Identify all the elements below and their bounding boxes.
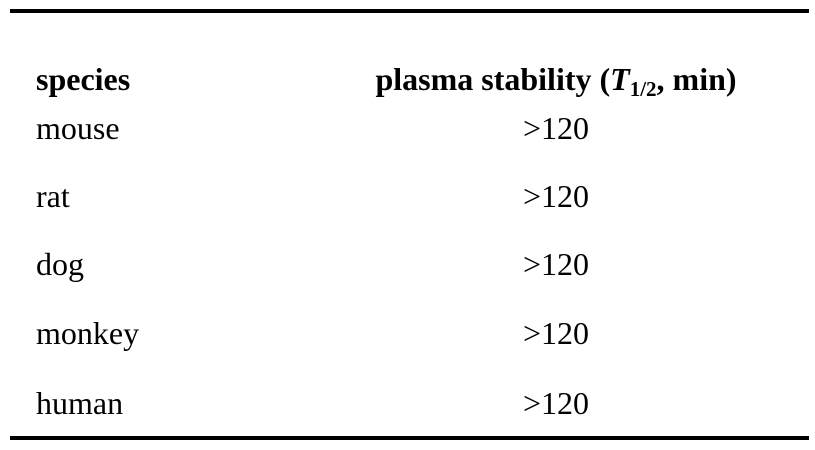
species-cell: mouse — [36, 110, 120, 146]
value-cell: >120 — [522, 315, 590, 351]
species-cell: rat — [36, 178, 70, 214]
header-species: species — [36, 61, 131, 97]
bottom-rule — [10, 436, 809, 440]
header-row: species plasma stability (T1/2, min) — [0, 45, 815, 113]
value-cell: >120 — [522, 385, 590, 421]
header-subscript: 1/2 — [629, 77, 657, 101]
header-plasma-stability: plasma stability (T1/2, min) — [345, 45, 767, 113]
header-T: T — [610, 61, 630, 97]
value-cell: >120 — [522, 246, 590, 282]
table-row: mouse >120 — [0, 94, 815, 162]
table-row: human >120 — [0, 369, 815, 437]
top-rule — [10, 9, 809, 13]
value-cell: >120 — [522, 178, 590, 214]
header-prefix: plasma stability ( — [375, 61, 611, 97]
species-cell: human — [36, 385, 124, 421]
header-suffix: , min) — [656, 61, 737, 97]
species-cell: monkey — [36, 315, 140, 351]
table-row: rat >120 — [0, 162, 815, 230]
value-cell: >120 — [522, 110, 590, 146]
species-cell: dog — [36, 246, 84, 282]
table-row: dog >120 — [0, 230, 815, 298]
table-row: monkey >120 — [0, 299, 815, 367]
